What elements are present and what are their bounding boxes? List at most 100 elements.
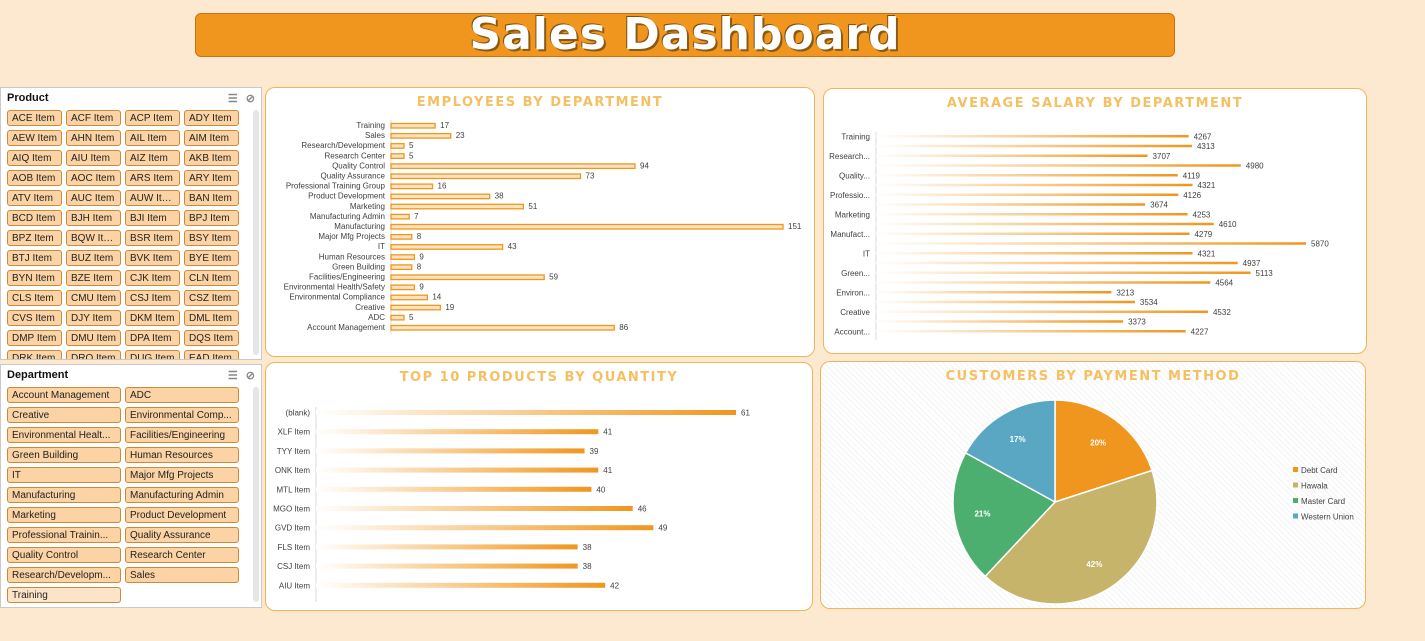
pie-slice-hawala xyxy=(984,469,1158,605)
product-chip-dmp-item[interactable]: DMP Item xyxy=(7,330,62,346)
product-chip-atv-item[interactable]: ATV Item xyxy=(7,190,62,206)
product-chip-aew-item[interactable]: AEW Item xyxy=(7,130,62,146)
product-chip-aoc-item[interactable]: AOC Item xyxy=(66,170,121,186)
product-chip-dpa-item[interactable]: DPA Item xyxy=(125,330,180,346)
product-chip-bvk-item[interactable]: BVK Item xyxy=(125,250,180,266)
product-chip-bye-item[interactable]: BYE Item xyxy=(184,250,239,266)
clear-filter-icon[interactable]: ⊘ xyxy=(245,369,255,382)
product-chip-btj-item[interactable]: BTJ Item xyxy=(7,250,62,266)
product-chip-ace-item[interactable]: ACE Item xyxy=(7,110,62,126)
department-slicer[interactable]: Department ☰ ⊘ Account Management ADC Crea… xyxy=(0,364,262,608)
product-chip-bqw-item[interactable]: BQW Item xyxy=(66,230,121,246)
top-products-bar xyxy=(316,467,599,473)
department-chip-research-center[interactable]: Research Center xyxy=(125,547,239,563)
product-chip-dmu-item[interactable]: DMU Item xyxy=(66,330,121,346)
product-chip-cvs-item[interactable]: CVS Item xyxy=(7,310,62,326)
product-chip-auw-item[interactable]: AUW Item xyxy=(125,190,180,206)
top-products-bar xyxy=(316,525,654,531)
department-chip-product-development[interactable]: Product Development xyxy=(125,507,239,523)
product-chip-dug-item[interactable]: DUG Item xyxy=(125,350,180,359)
product-chip-ars-item[interactable]: ARS Item xyxy=(125,170,180,186)
top-products-value-label: 38 xyxy=(583,562,592,571)
product-chip-bsr-item[interactable]: BSR Item xyxy=(125,230,180,246)
employees-value-label: 9 xyxy=(419,283,424,292)
product-chip-djy-item[interactable]: DJY Item xyxy=(66,310,121,326)
department-chip-professional-trainin[interactable]: Professional Trainin... xyxy=(7,527,121,543)
multi-select-icon[interactable]: ☰ xyxy=(227,369,238,382)
department-chip-manufacturing[interactable]: Manufacturing xyxy=(7,487,121,503)
department-chip-quality-control[interactable]: Quality Control xyxy=(7,547,121,563)
top-products-category-label: MTL Item xyxy=(277,485,311,494)
product-chip-aim-item[interactable]: AIM Item xyxy=(184,130,239,146)
legend-swatch xyxy=(1293,513,1298,519)
department-chip-training[interactable]: Training xyxy=(7,587,121,603)
product-chip-ady-item[interactable]: ADY Item xyxy=(184,110,239,126)
product-chip-byn-item[interactable]: BYN Item xyxy=(7,270,62,286)
product-chip-dqs-item[interactable]: DQS Item xyxy=(184,330,239,346)
product-chip-aiz-item[interactable]: AIZ Item xyxy=(125,150,180,166)
clear-filter-icon[interactable]: ⊘ xyxy=(245,92,255,105)
product-chip-akb-item[interactable]: AKB Item xyxy=(184,150,239,166)
product-chip-ary-item[interactable]: ARY Item xyxy=(184,170,239,186)
product-chip-ead-item[interactable]: EAD Item xyxy=(184,350,239,359)
department-chip-adc[interactable]: ADC xyxy=(125,387,239,403)
department-chip-marketing[interactable]: Marketing xyxy=(7,507,121,523)
employees-value-label: 73 xyxy=(586,172,595,181)
department-chip-it[interactable]: IT xyxy=(7,467,121,483)
product-chip-ahn-item[interactable]: AHN Item xyxy=(66,130,121,146)
product-chip-csj-item[interactable]: CSJ Item xyxy=(125,290,180,306)
department-chip-major-mfg-projects[interactable]: Major Mfg Projects xyxy=(125,467,239,483)
top-products-value-label: 41 xyxy=(603,466,612,475)
salary-category-label: Professio... xyxy=(830,191,870,200)
salary-value-label: 4253 xyxy=(1193,210,1211,219)
department-chip-facilities-engineering[interactable]: Facilities/Engineering xyxy=(125,427,239,443)
product-chip-dml-item[interactable]: DML Item xyxy=(184,310,239,326)
multi-select-icon[interactable]: ☰ xyxy=(227,92,238,105)
product-chip-cls-item[interactable]: CLS Item xyxy=(7,290,62,306)
product-chip-cjk-item[interactable]: CJK Item xyxy=(125,270,180,286)
product-chip-dkm-item[interactable]: DKM Item xyxy=(125,310,180,326)
product-chip-dro-item[interactable]: DRO Item xyxy=(66,350,121,359)
product-slicer[interactable]: Product ☰ ⊘ ACE Item ACF Item ACP Item ADY … xyxy=(0,87,262,360)
employees-category-label: Environmental Compliance xyxy=(289,293,385,302)
product-chip-ban-item[interactable]: BAN Item xyxy=(184,190,239,206)
department-slicer-scrollbar[interactable] xyxy=(253,387,259,602)
department-chip-manufacturing-admin[interactable]: Manufacturing Admin xyxy=(125,487,239,503)
top-products-category-label: GVD Item xyxy=(275,524,310,533)
product-slicer-scrollbar[interactable] xyxy=(253,110,259,355)
product-chip-bsy-item[interactable]: BSY Item xyxy=(184,230,239,246)
product-chip-aiu-item[interactable]: AIU Item xyxy=(66,150,121,166)
department-chip-research-developm[interactable]: Research/Developm... xyxy=(7,567,121,583)
product-chip-bjh-item[interactable]: BJH Item xyxy=(66,210,121,226)
product-chip-ail-item[interactable]: AIL Item xyxy=(125,130,180,146)
department-chip-human-resources[interactable]: Human Resources xyxy=(125,447,239,463)
product-chip-bpz-item[interactable]: BPZ Item xyxy=(7,230,62,246)
salary-bar xyxy=(876,232,1190,235)
product-chip-bji-item[interactable]: BJI Item xyxy=(125,210,180,226)
product-chip-aob-item[interactable]: AOB Item xyxy=(7,170,62,186)
department-chip-environmental-healt[interactable]: Environmental Healt... xyxy=(7,427,121,443)
employees-category-label: Quality Assurance xyxy=(321,172,386,181)
product-chip-cmu-item[interactable]: CMU Item xyxy=(66,290,121,306)
department-chip-environmental-comp[interactable]: Environmental Comp... xyxy=(125,407,239,423)
department-chip-sales[interactable]: Sales xyxy=(125,567,239,583)
employees-value-label: 8 xyxy=(417,232,422,241)
employees-value-label: 5 xyxy=(409,151,414,160)
product-chip-bze-item[interactable]: BZE Item xyxy=(66,270,121,286)
department-chip-account-management[interactable]: Account Management xyxy=(7,387,121,403)
product-chip-bpj-item[interactable]: BPJ Item xyxy=(184,210,239,226)
product-chip-drk-item[interactable]: DRK Item xyxy=(7,350,62,359)
product-chip-buz-item[interactable]: BUZ Item xyxy=(66,250,121,266)
product-chip-acp-item[interactable]: ACP Item xyxy=(125,110,180,126)
top-products-value-label: 42 xyxy=(610,581,619,590)
department-chip-green-building[interactable]: Green Building xyxy=(7,447,121,463)
product-chip-cln-item[interactable]: CLN Item xyxy=(184,270,239,286)
department-chip-creative[interactable]: Creative xyxy=(7,407,121,423)
product-chip-bcd-item[interactable]: BCD Item xyxy=(7,210,62,226)
product-chip-csz-item[interactable]: CSZ Item xyxy=(184,290,239,306)
legend-entry-master-card: Master Card xyxy=(1301,497,1345,506)
product-chip-aiq-item[interactable]: AIQ Item xyxy=(7,150,62,166)
department-chip-quality-assurance[interactable]: Quality Assurance xyxy=(125,527,239,543)
product-chip-acf-item[interactable]: ACF Item xyxy=(66,110,121,126)
product-chip-auc-item[interactable]: AUC Item xyxy=(66,190,121,206)
